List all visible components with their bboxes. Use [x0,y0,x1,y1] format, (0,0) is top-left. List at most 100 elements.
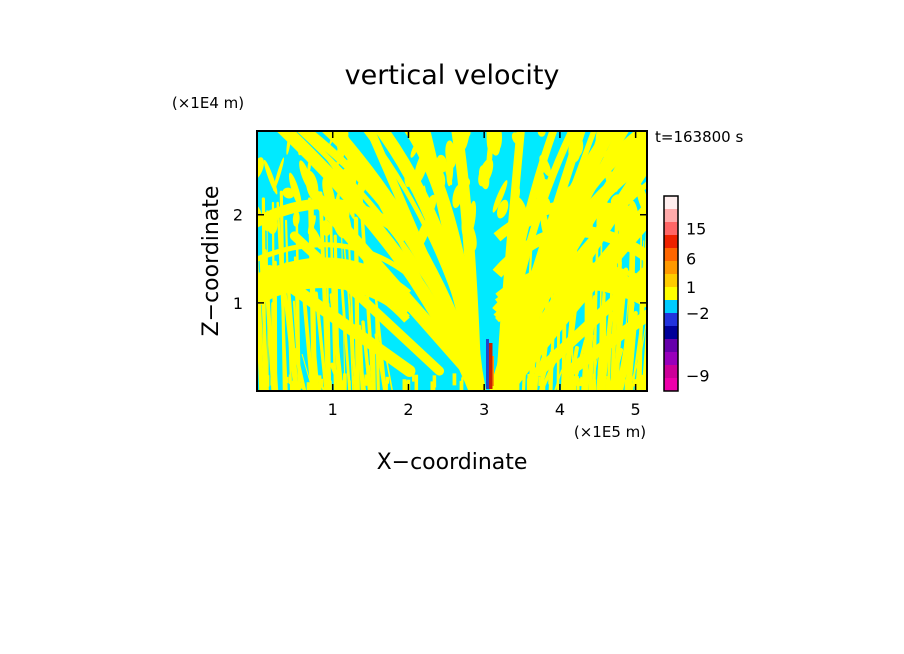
surface-speckle [639,379,642,391]
surface-speckle [348,380,351,391]
updraft-fan-band [383,131,481,391]
flank-filament [353,216,360,391]
upper-patch [307,215,316,235]
flank-filament [325,302,332,391]
surface-speckle [567,375,570,383]
colorbar-segment [664,326,678,339]
surface-speckle [299,382,303,389]
surface-speckle [385,376,390,384]
surface-speckle [586,374,589,385]
surface-speckle [353,376,356,391]
flank-filament [556,315,561,391]
updraft-core [488,343,493,389]
y-unit-label: (×1E4 m) [172,94,244,112]
upper-patch [492,180,508,213]
colorbar-segment [664,300,678,313]
downdraft-core [485,339,489,389]
surface-speckle [327,380,332,391]
surface-speckle [320,378,324,387]
upper-patch [341,169,353,204]
surface-speckle [270,377,274,386]
surface-speckle [495,379,499,388]
upper-patch [307,158,312,175]
colorbar-segment [664,352,678,365]
plot-frame [256,130,648,392]
x-tick-label: 2 [403,400,413,419]
colorbar-frame [663,195,679,392]
surface-speckle [432,375,437,388]
surface-speckle [288,374,292,384]
upper-patch [432,168,446,191]
surface-speckle [336,380,339,391]
surface-speckle [605,379,608,391]
surface-speckle [286,376,289,384]
x-tick-label: 5 [631,400,641,419]
surface-speckle [306,382,311,391]
surface-speckle [591,379,596,391]
colorbar-segment [664,365,678,378]
flank-filament [270,326,279,391]
left-arc [257,242,409,276]
colorbar-segment [664,261,678,274]
upper-patch [511,187,521,209]
surface-speckle [585,376,589,390]
upper-patch [445,140,457,169]
surface-speckle [459,380,463,391]
colorbar-segment [664,378,678,391]
upper-patch [286,131,292,155]
flank-filament [615,226,623,391]
flank-filament [521,233,533,391]
surface-speckle [510,377,515,391]
flank-filament [610,282,619,391]
x-tick-label: 1 [328,400,338,419]
left-arc [257,275,411,318]
upper-patch [423,185,427,207]
surface-speckle [283,378,288,388]
upper-patch [330,208,344,230]
surface-speckle [402,379,407,391]
surface-speckle [548,375,551,385]
y-tick-label: 1 [233,294,243,313]
colorbar-tick-label: 1 [686,278,696,297]
upper-patch [288,172,302,208]
flank-filament [596,350,602,391]
upper-patch [466,200,477,238]
flank-filament [627,355,641,391]
surface-speckle [626,374,628,383]
surface-speckle [507,375,511,384]
upper-patch [636,182,647,214]
upper-patch [273,157,285,192]
colorbar-segment [664,313,678,326]
chart-title: vertical velocity [345,60,560,91]
upper-patch [557,187,571,200]
left-arc [257,267,411,307]
surface-speckle [291,380,295,391]
colorbar-segment [664,209,678,222]
upper-patch [298,144,305,156]
surface-speckle [580,376,583,386]
colorbar-segment [664,274,678,287]
surface-speckle [633,379,637,387]
upper-patch [461,177,471,188]
surface-speckle [318,375,322,391]
upper-patch [560,205,574,231]
surface-speckle [265,375,270,387]
x-tick-label: 4 [555,400,565,419]
surface-speckle [588,373,591,381]
upper-patch [305,170,319,201]
surface-speckle [472,379,475,391]
colorbar-tick-label: −9 [686,366,710,385]
surface-speckle [452,373,457,386]
colorbar-segment [664,287,678,300]
surface-speckle [432,382,436,391]
upper-patch [570,131,583,153]
upper-patch [634,131,644,157]
surface-speckle [364,374,368,386]
upper-patch [512,229,518,243]
surface-speckle [576,381,580,391]
upper-patch [436,154,448,173]
surface-speckle [338,378,342,391]
upper-patch [511,132,521,145]
upper-patch [282,187,295,199]
